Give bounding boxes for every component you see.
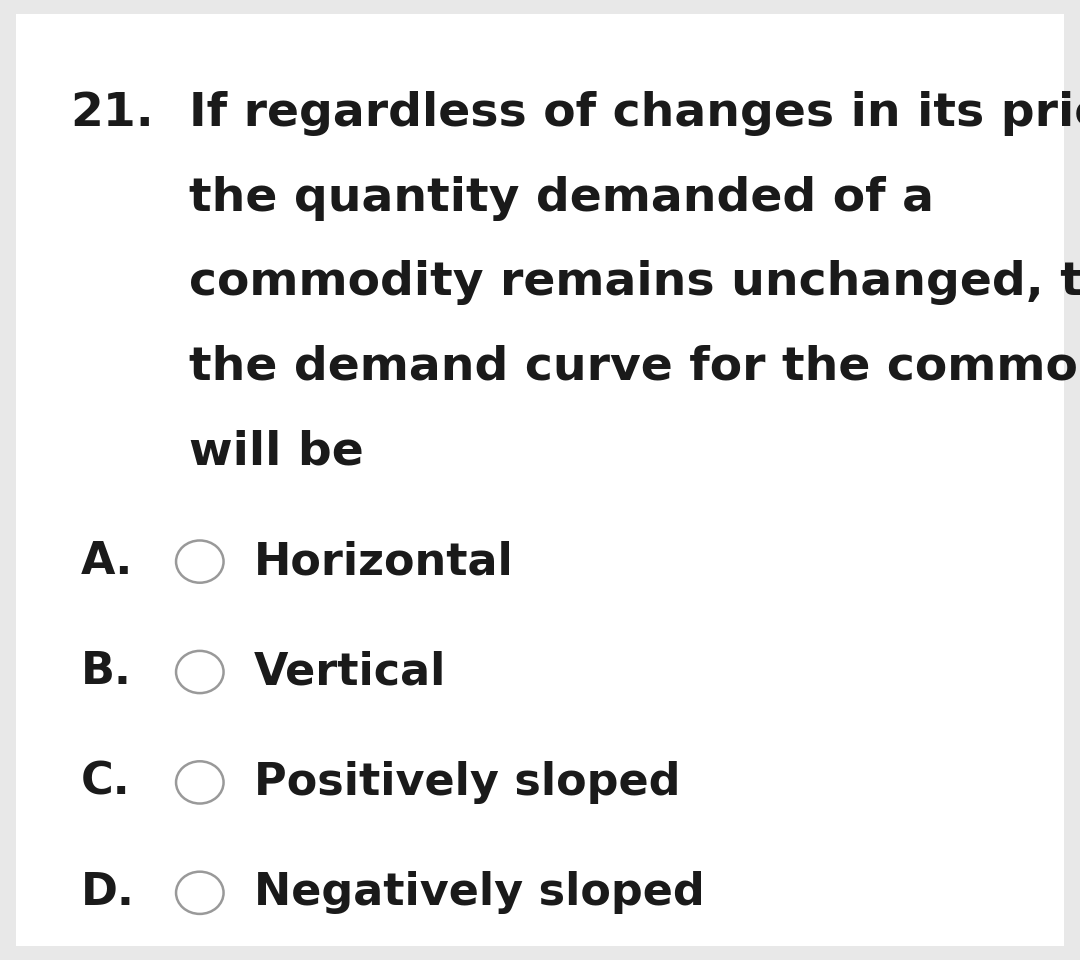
Text: C.: C.: [81, 761, 131, 804]
Text: D.: D.: [81, 872, 135, 914]
Text: 21.: 21.: [70, 91, 154, 136]
Text: Horizontal: Horizontal: [254, 540, 514, 583]
Text: Positively sloped: Positively sloped: [254, 761, 680, 804]
Text: Negatively sloped: Negatively sloped: [254, 872, 704, 914]
Text: B.: B.: [81, 651, 132, 693]
Text: the demand curve for the commodity: the demand curve for the commodity: [189, 345, 1080, 390]
Text: Vertical: Vertical: [254, 651, 446, 693]
Text: commodity remains unchanged, then: commodity remains unchanged, then: [189, 260, 1080, 305]
Text: A.: A.: [81, 540, 133, 583]
Text: the quantity demanded of a: the quantity demanded of a: [189, 176, 934, 221]
Text: will be: will be: [189, 429, 364, 474]
Text: If regardless of changes in its price,: If regardless of changes in its price,: [189, 91, 1080, 136]
